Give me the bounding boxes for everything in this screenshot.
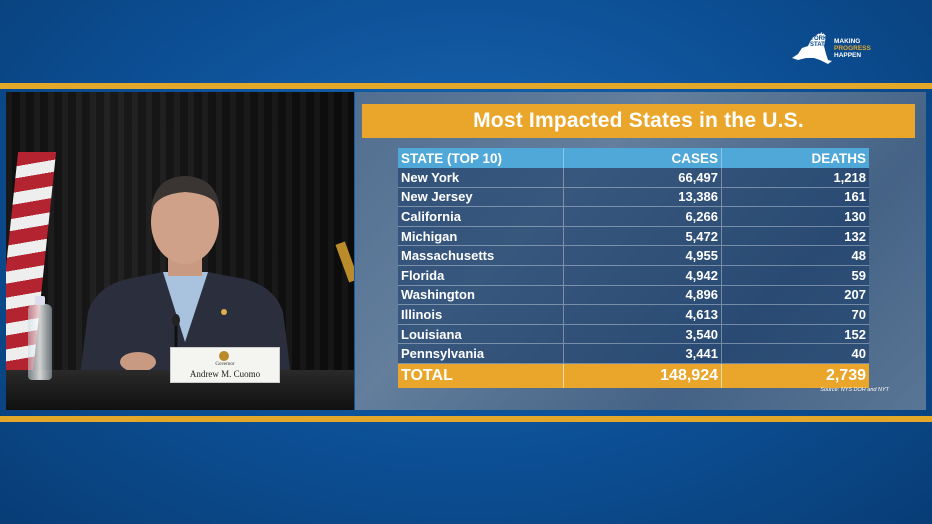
nameplate: Governor Andrew M. Cuomo (170, 347, 280, 383)
state-cell: Florida (398, 265, 564, 285)
state-cell: Illinois (398, 305, 564, 324)
cases-cell: 4,942 (564, 265, 722, 285)
table-row: Massachusetts 4,955 48 (398, 246, 869, 266)
bottom-gold-stripe (0, 416, 932, 422)
infographic-title: Most Impacted States in the U.S. (473, 109, 804, 132)
state-cell: Washington (398, 285, 564, 305)
deaths-cell: 48 (851, 248, 866, 264)
total-label: TOTAL (398, 363, 564, 388)
state-cell: New Jersey (398, 187, 564, 207)
table-row: Pennsylvania 3,441 40 (398, 344, 869, 364)
cases-cell: 5,472 (564, 226, 722, 246)
nys-text: NEW YORK STATE (810, 30, 829, 48)
cases-cell: 4,955 (564, 246, 722, 265)
table-total-row: TOTAL 148,924 2,739 (398, 363, 869, 388)
cases-cell: 6,266 (564, 207, 722, 226)
deaths-cell: 59 (851, 267, 866, 283)
nys-logo: NEW YORK STATE MAKING PROGRESS HAPPEN (788, 28, 878, 68)
state-cell: Louisiana (398, 324, 564, 344)
table-header-row: STATE (TOP 10) CASES DEATHS (398, 148, 869, 168)
infographic-panel: Most Impacted States in the U.S. STATE (… (355, 92, 926, 410)
new-york-state-shape-icon (792, 32, 832, 64)
table-row: Illinois 4,613 70 (398, 305, 869, 325)
total-deaths: 2,739 (825, 366, 866, 384)
table-row: Florida 4,942 59 (398, 265, 869, 286)
speaker-video-feed: Governor Andrew M. Cuomo (6, 92, 354, 410)
deaths-cell: 40 (851, 346, 866, 362)
seal-icon (219, 351, 229, 361)
water-bottle (28, 296, 52, 380)
deaths-cell: 132 (844, 228, 866, 244)
cases-cell: 13,386 (564, 187, 722, 207)
state-cell: New York (398, 168, 564, 187)
table-row: Washington 4,896 207 (398, 285, 869, 306)
cases-cell: 4,613 (564, 305, 722, 324)
deaths-cell: 207 (844, 287, 866, 303)
column-header-cases: CASES (564, 148, 722, 168)
title-banner: Most Impacted States in the U.S. (362, 104, 915, 138)
deaths-cell: 161 (844, 189, 866, 205)
source-note: Source: NYS DOH and NYT (820, 387, 889, 393)
nameplate-name: Andrew M. Cuomo (189, 369, 261, 379)
total-cases: 148,924 (564, 363, 722, 388)
deaths-cell: 1,218 (833, 169, 866, 185)
deaths-cell: 70 (851, 306, 866, 322)
cases-cell: 4,896 (564, 285, 722, 305)
cases-cell: 66,497 (564, 168, 722, 187)
top-gold-stripe (0, 83, 932, 89)
cases-cell: 3,441 (564, 344, 722, 363)
state-cell: Pennsylvania (398, 344, 564, 363)
table-row: New Jersey 13,386 161 (398, 187, 869, 208)
column-header-state: STATE (TOP 10) (398, 148, 564, 168)
state-cell: Michigan (398, 226, 564, 246)
table-row: Michigan 5,472 132 (398, 226, 869, 247)
states-table: STATE (TOP 10) CASES DEATHS New York 66,… (398, 148, 869, 388)
state-cell: California (398, 207, 564, 226)
table-row: Louisiana 3,540 152 (398, 324, 869, 345)
deaths-cell: 130 (844, 208, 866, 224)
table-row: New York 66,497 1,218 (398, 168, 869, 188)
table-row: California 6,266 130 (398, 207, 869, 227)
nameplate-title: Governor (215, 362, 235, 367)
deaths-cell: 152 (844, 326, 866, 342)
cases-cell: 3,540 (564, 324, 722, 344)
column-header-deaths: DEATHS (811, 150, 866, 166)
logo-tagline: MAKING PROGRESS HAPPEN (834, 38, 871, 59)
state-cell: Massachusetts (398, 246, 564, 265)
